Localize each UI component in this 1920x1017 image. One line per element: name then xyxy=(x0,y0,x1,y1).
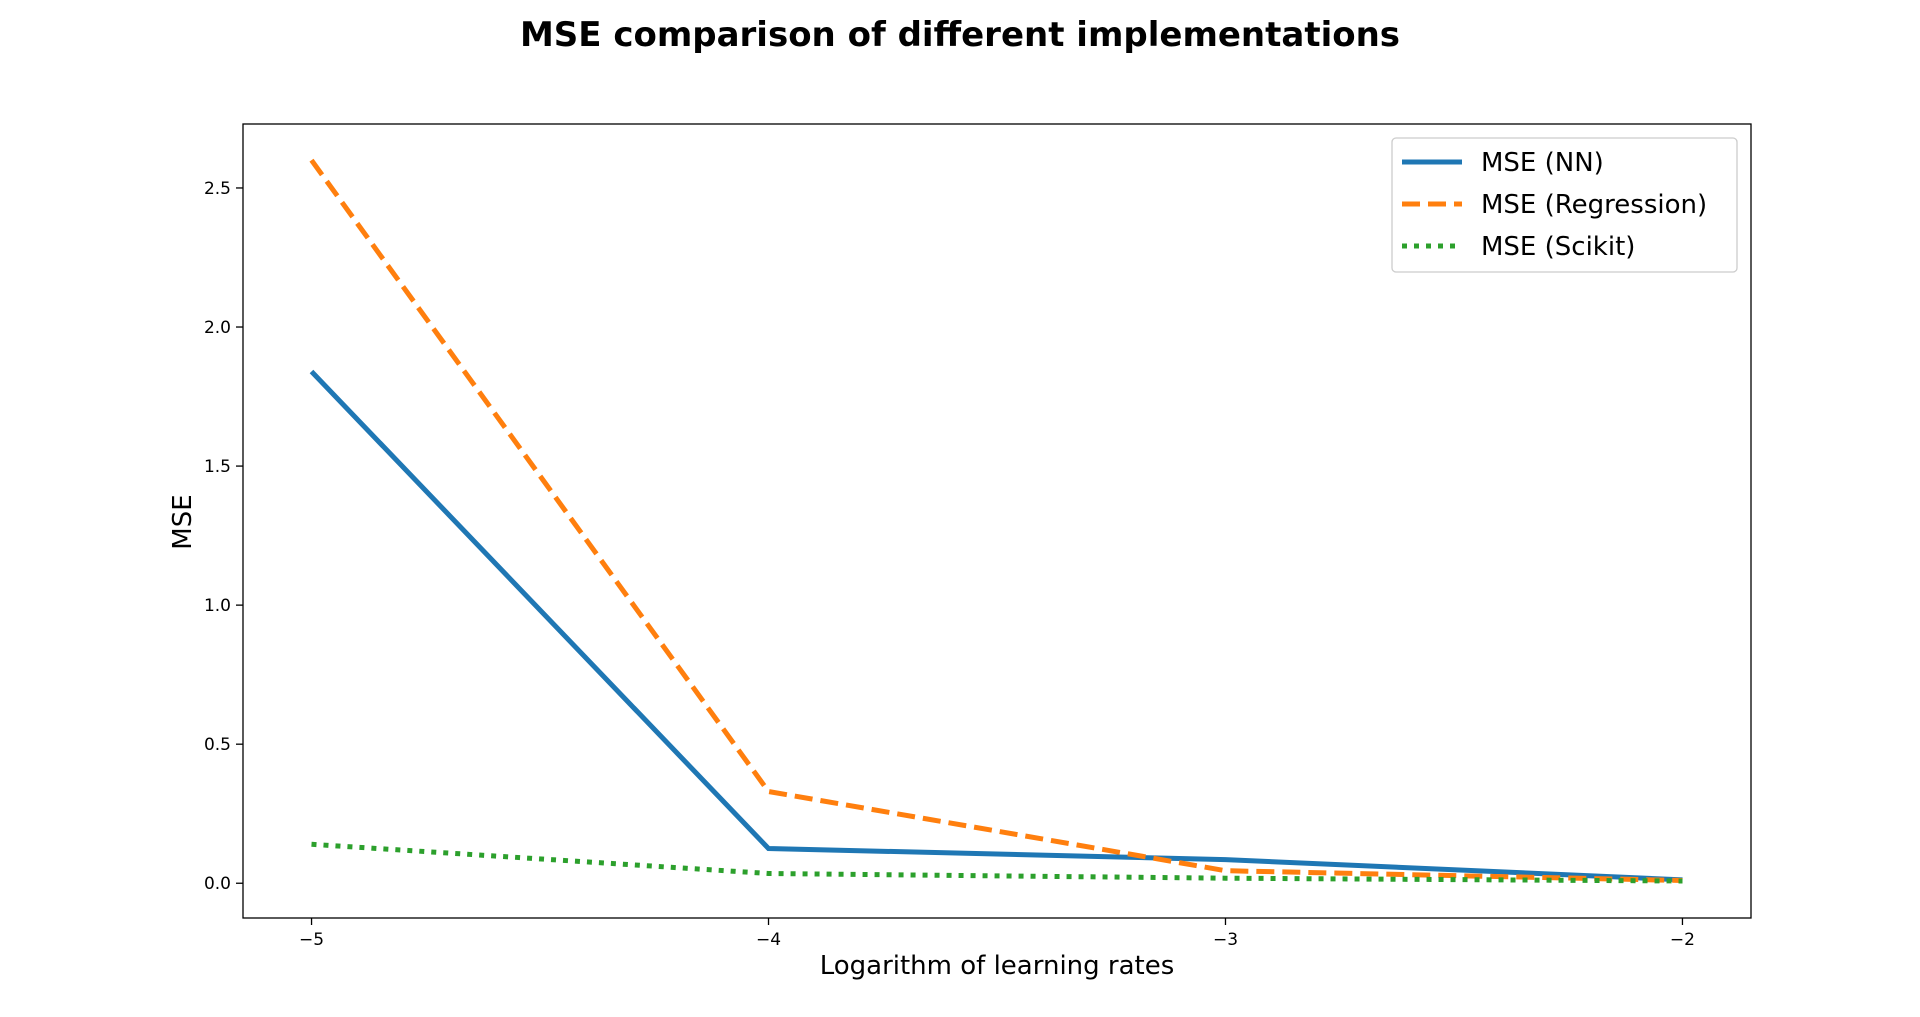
y-tick-label: 2.0 xyxy=(204,318,231,338)
y-axis: 0.0 0.5 1.0 1.5 2.0 2.5 xyxy=(204,179,243,894)
y-tick-label: 2.5 xyxy=(204,179,231,199)
series-line-0 xyxy=(309,369,1683,883)
plot-frame xyxy=(242,123,1752,919)
x-tick-label: −2 xyxy=(1670,930,1695,950)
y-tick-label: 0.5 xyxy=(204,735,231,755)
x-axis-label: Logarithm of learning rates xyxy=(820,951,1175,981)
legend-box xyxy=(1391,137,1738,273)
legend-label-1: MSE (Regression) xyxy=(1481,190,1707,220)
y-tick-label: 1.0 xyxy=(204,596,231,616)
legend-label-2: MSE (Scikit) xyxy=(1481,232,1635,262)
series-line-1 xyxy=(309,158,1683,883)
legend-label-0: MSE (NN) xyxy=(1481,148,1604,178)
y-tick-label: 1.5 xyxy=(204,457,231,477)
x-tick-label: −4 xyxy=(756,930,781,950)
chart-title: MSE comparison of different implementati… xyxy=(520,15,1400,55)
y-axis-label: MSE xyxy=(168,494,198,549)
x-tick-label: −5 xyxy=(299,930,324,950)
series-line-2 xyxy=(311,841,1683,884)
plot-area xyxy=(309,158,1683,884)
x-tick-label: −3 xyxy=(1213,930,1238,950)
y-tick-label: 0.0 xyxy=(204,874,231,894)
legend: MSE (NN) MSE (Regression) MSE (Scikit) xyxy=(1391,137,1738,273)
x-axis: −5 −4 −3 −2 xyxy=(299,918,1695,950)
